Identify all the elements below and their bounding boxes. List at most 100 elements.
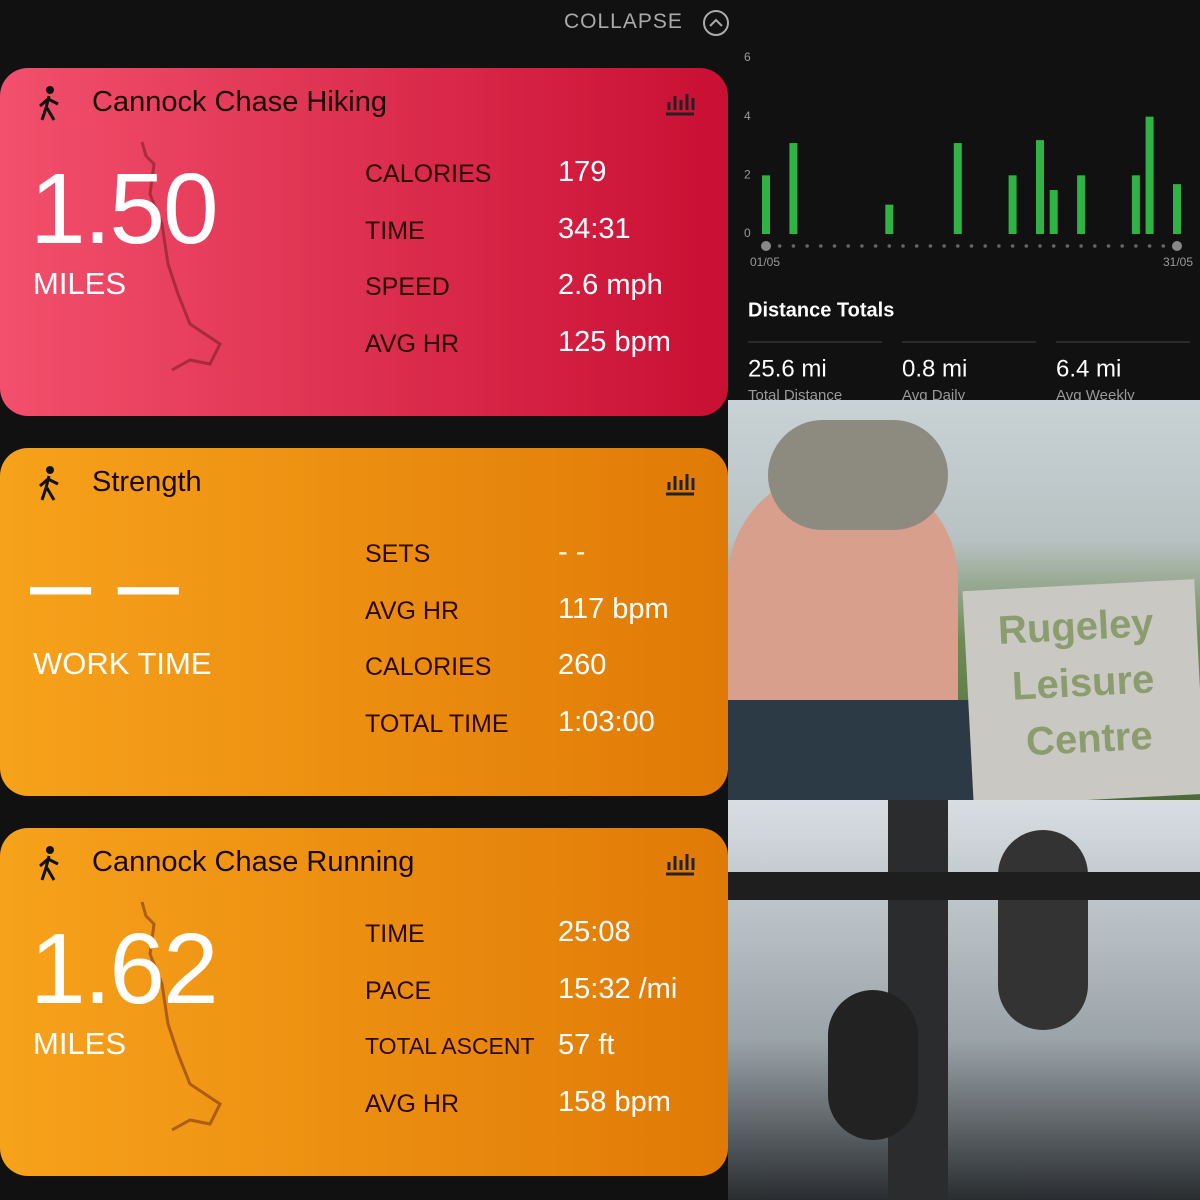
activity-icon bbox=[39, 466, 59, 501]
day-dot bbox=[777, 244, 782, 248]
day-dot bbox=[791, 244, 796, 248]
activity-icon bbox=[39, 846, 59, 881]
day-dot bbox=[997, 244, 1001, 248]
card-title: Cannock Chase Hiking bbox=[92, 86, 387, 118]
stat-value: 117 bpm bbox=[558, 592, 669, 625]
day-dot bbox=[887, 244, 892, 248]
collapse-icon[interactable] bbox=[702, 9, 730, 37]
bar bbox=[1008, 175, 1017, 234]
day-dot bbox=[1010, 244, 1015, 248]
day-dot bbox=[914, 244, 919, 248]
bar bbox=[762, 175, 770, 234]
stat-value: 25:08 bbox=[558, 916, 631, 948]
plate bbox=[998, 830, 1088, 1030]
day-dot bbox=[1079, 244, 1083, 248]
card-title: Cannock Chase Running bbox=[92, 846, 415, 878]
stats-button[interactable] bbox=[664, 850, 696, 876]
stat-label: PACE bbox=[365, 976, 432, 1005]
day-dot bbox=[1172, 241, 1182, 251]
stat-label: AVG HR bbox=[365, 1089, 459, 1118]
stat-label: CALORIES bbox=[365, 160, 492, 188]
y-tick-label: 4 bbox=[744, 109, 751, 123]
day-dot bbox=[819, 244, 823, 248]
stat-label: SETS bbox=[365, 540, 431, 568]
day-dot bbox=[901, 244, 905, 248]
x-tick-label: 01/05 bbox=[750, 255, 780, 269]
stat-value: 34:31 bbox=[558, 212, 631, 245]
day-dot bbox=[1161, 244, 1166, 248]
sign-text: Centre bbox=[1024, 713, 1154, 765]
gym-photo bbox=[728, 800, 1200, 1200]
stat-label: TOTAL ASCENT bbox=[365, 1033, 535, 1059]
selfie-photo: Rugeley Leisure Centre bbox=[728, 400, 1200, 800]
workout-card[interactable]: Cannock Chase Running 1.62 MILES TIME 25:08 P… bbox=[0, 828, 728, 1176]
day-dot bbox=[761, 241, 771, 251]
plate bbox=[828, 990, 918, 1140]
bar bbox=[885, 204, 894, 234]
bar bbox=[1077, 175, 1086, 234]
day-dot bbox=[1038, 244, 1042, 248]
day-dot bbox=[1093, 244, 1097, 248]
route-map bbox=[140, 901, 222, 1132]
stats-button[interactable] bbox=[664, 470, 696, 496]
stat-value: - - bbox=[558, 536, 586, 568]
section-title: Distance Totals bbox=[748, 299, 894, 321]
x-tick-label: 31/05 bbox=[1163, 255, 1193, 269]
bar bbox=[1036, 140, 1044, 234]
bar bbox=[789, 143, 798, 234]
y-tick-label: 2 bbox=[744, 168, 751, 182]
total-label: Total Distance bbox=[748, 387, 842, 400]
day-dot bbox=[983, 244, 987, 248]
bar bbox=[1049, 190, 1058, 234]
stat-label: CALORIES bbox=[365, 653, 492, 681]
day-dot bbox=[1065, 244, 1070, 248]
hair bbox=[768, 420, 948, 530]
activity-icon bbox=[39, 86, 59, 121]
workout-card[interactable]: Strength – – WORK TIME SETS - - AVG HR 117 bpm… bbox=[0, 448, 728, 796]
big-unit: WORK TIME bbox=[33, 646, 212, 681]
bar bbox=[1131, 175, 1140, 234]
day-dot bbox=[873, 244, 878, 248]
day-dot bbox=[1024, 244, 1029, 248]
sign-text: Leisure bbox=[1010, 657, 1156, 709]
clothing bbox=[728, 700, 978, 800]
total-label: Avg Daily bbox=[902, 387, 966, 400]
total-value: 25.6 mi bbox=[748, 355, 827, 382]
stat-label: TIME bbox=[365, 920, 425, 948]
stat-label: AVG HR bbox=[365, 329, 459, 358]
big-unit: MILES bbox=[33, 1026, 127, 1061]
day-dot bbox=[1051, 244, 1056, 248]
collapse-button[interactable]: COLLAPSE bbox=[564, 10, 683, 33]
day-dot bbox=[832, 244, 837, 248]
big-value: 1.62 bbox=[30, 913, 219, 1025]
day-dot bbox=[956, 244, 960, 248]
stat-value: 260 bbox=[558, 649, 607, 681]
day-dot bbox=[846, 244, 850, 248]
card-title: Strength bbox=[92, 466, 202, 498]
stat-label: AVG HR bbox=[365, 596, 459, 625]
distance-chart: 0 2 4 6 01/05 31/05 Distance Totals 25.6 mi Tota… bbox=[744, 50, 1193, 400]
stat-value: 179 bbox=[558, 156, 607, 188]
day-dot bbox=[1106, 244, 1111, 248]
barbell bbox=[728, 872, 1200, 900]
big-value: – – bbox=[30, 520, 179, 643]
total-value: 0.8 mi bbox=[902, 355, 967, 382]
bar bbox=[1145, 116, 1154, 234]
y-tick-label: 6 bbox=[744, 50, 751, 64]
workout-card[interactable]: Cannock Chase Hiking 1.50 MILES CALORIES 179… bbox=[0, 68, 728, 416]
stat-value: 158 bpm bbox=[558, 1085, 671, 1118]
day-dot bbox=[805, 244, 809, 248]
day-dot bbox=[1120, 244, 1124, 248]
total-label: Avg Weekly bbox=[1056, 387, 1135, 400]
stats-button[interactable] bbox=[664, 90, 696, 116]
stat-value: 57 ft bbox=[558, 1029, 615, 1061]
y-tick-label: 0 bbox=[744, 226, 751, 240]
big-unit: MILES bbox=[33, 266, 127, 301]
day-dot bbox=[969, 244, 974, 248]
bar bbox=[1173, 184, 1181, 234]
day-dot bbox=[1147, 244, 1152, 248]
stat-label: SPEED bbox=[365, 273, 450, 301]
bar bbox=[953, 143, 962, 234]
sign-text: Rugeley bbox=[996, 600, 1155, 654]
